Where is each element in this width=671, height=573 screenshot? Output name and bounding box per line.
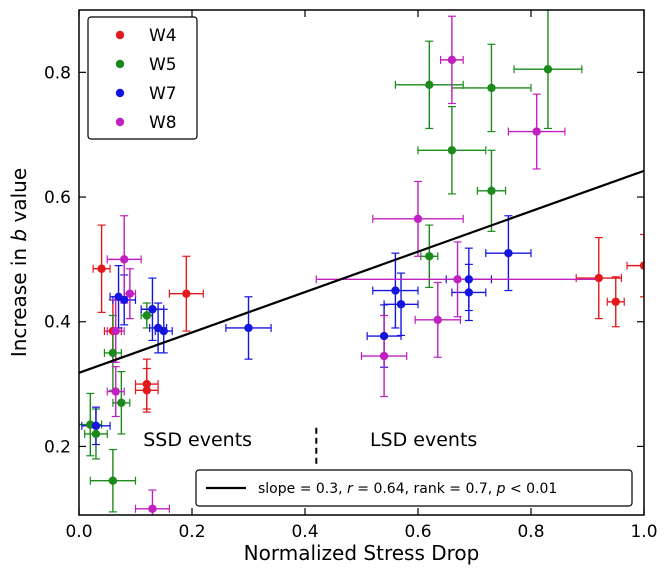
plot-content	[79, 10, 644, 515]
lsd-events-label: LSD events	[370, 429, 477, 451]
legend-label-w8: W8	[149, 113, 177, 133]
data-point-w5	[425, 252, 434, 261]
series-w7-points	[91, 248, 513, 431]
series-legend-box	[87, 16, 198, 140]
data-point-w5	[487, 83, 496, 93]
data-point-w8	[111, 326, 120, 336]
y-axis-title-italic: b	[7, 229, 31, 242]
data-point-w7	[91, 421, 101, 431]
fit-legend: slope = 0.3, r = 0.64, rank = 0.7, p < 0…	[195, 469, 633, 507]
data-point-w4	[594, 273, 603, 283]
data-point-w4	[142, 386, 151, 395]
fit-legend-part: p	[496, 481, 506, 497]
fit-line	[79, 169, 644, 374]
series-legend: W4 W5 W7 W8	[87, 16, 198, 140]
data-point-w7	[504, 248, 513, 258]
data-point-w7	[391, 286, 400, 295]
data-point-w8	[111, 387, 120, 396]
fit-legend-box	[195, 469, 633, 507]
data-point-w5	[447, 146, 457, 155]
data-point-w4	[639, 261, 644, 270]
fit-legend-part: = 0.64, rank = 0.7,	[353, 481, 497, 497]
x-axis-title: Normalized Stress Drop	[244, 541, 480, 565]
fit-legend-part: slope = 0.3,	[258, 481, 347, 497]
data-point-w7	[396, 300, 406, 309]
series-w4-points	[97, 261, 644, 395]
y-tick-label: 0.4	[44, 313, 71, 333]
legend-label-w7: W7	[149, 84, 177, 104]
data-point-w7	[379, 331, 389, 341]
x-tick-label: 0.6	[404, 522, 431, 542]
y-tick-label: 0.8	[44, 63, 71, 83]
legend-marker-w7	[115, 88, 125, 98]
legend-marker-w8	[115, 117, 125, 127]
legend-marker-w5	[115, 59, 125, 69]
data-point-w5	[425, 80, 434, 90]
data-point-w8	[447, 55, 457, 65]
data-point-w8	[379, 351, 389, 361]
data-point-w8	[433, 315, 442, 325]
data-point-w8	[125, 289, 135, 298]
plot-frame	[78, 9, 645, 516]
legend-label-w4: W4	[149, 26, 177, 46]
data-point-w4	[142, 379, 151, 389]
data-point-w7	[148, 305, 157, 314]
x-tick-label: 0.0	[65, 522, 92, 542]
ssd-events-label: SSD events	[143, 429, 252, 451]
data-point-w8	[413, 214, 423, 224]
data-point-w7	[244, 323, 253, 333]
data-point-w4	[182, 289, 191, 298]
legend-marker-w4	[115, 30, 125, 40]
data-point-w4	[611, 297, 620, 306]
x-tick-label: 0.8	[517, 522, 544, 542]
data-point-w7	[464, 288, 474, 297]
data-point-w5	[108, 348, 118, 358]
y-tick-label: 0.2	[44, 437, 71, 457]
data-point-w7	[120, 295, 129, 305]
fit-legend-label: slope = 0.3, r = 0.64, rank = 0.7, p < 0…	[258, 481, 557, 497]
data-point-w5	[487, 186, 496, 196]
x-tick-label: 0.4	[291, 522, 318, 542]
fit-legend-part: r	[347, 481, 354, 497]
series-w5-points	[86, 65, 553, 485]
fit-legend-part: < 0.01	[506, 481, 558, 497]
data-point-w8	[453, 275, 462, 284]
data-point-w8	[532, 127, 541, 136]
data-point-w5	[91, 429, 101, 439]
x-tick-label: 1.0	[630, 522, 657, 542]
y-axis-title-prefix: Increase in	[7, 242, 31, 358]
data-point-w5	[142, 311, 151, 320]
x-tick-label: 0.2	[178, 522, 205, 542]
data-point-w4	[97, 264, 106, 273]
series-w8-points	[111, 55, 541, 513]
data-point-w5	[117, 398, 126, 407]
legend-label-w5: W5	[149, 55, 177, 75]
y-tick-label: 0.6	[44, 188, 71, 208]
data-point-w5	[543, 65, 553, 74]
y-axis-title: Increase in b value	[7, 168, 31, 357]
data-point-w5	[108, 476, 118, 485]
data-point-w7	[159, 326, 168, 336]
data-point-w8	[148, 504, 157, 513]
data-point-w7	[464, 275, 474, 284]
data-point-w8	[120, 255, 129, 264]
y-axis-title-suffix: value	[7, 168, 31, 229]
